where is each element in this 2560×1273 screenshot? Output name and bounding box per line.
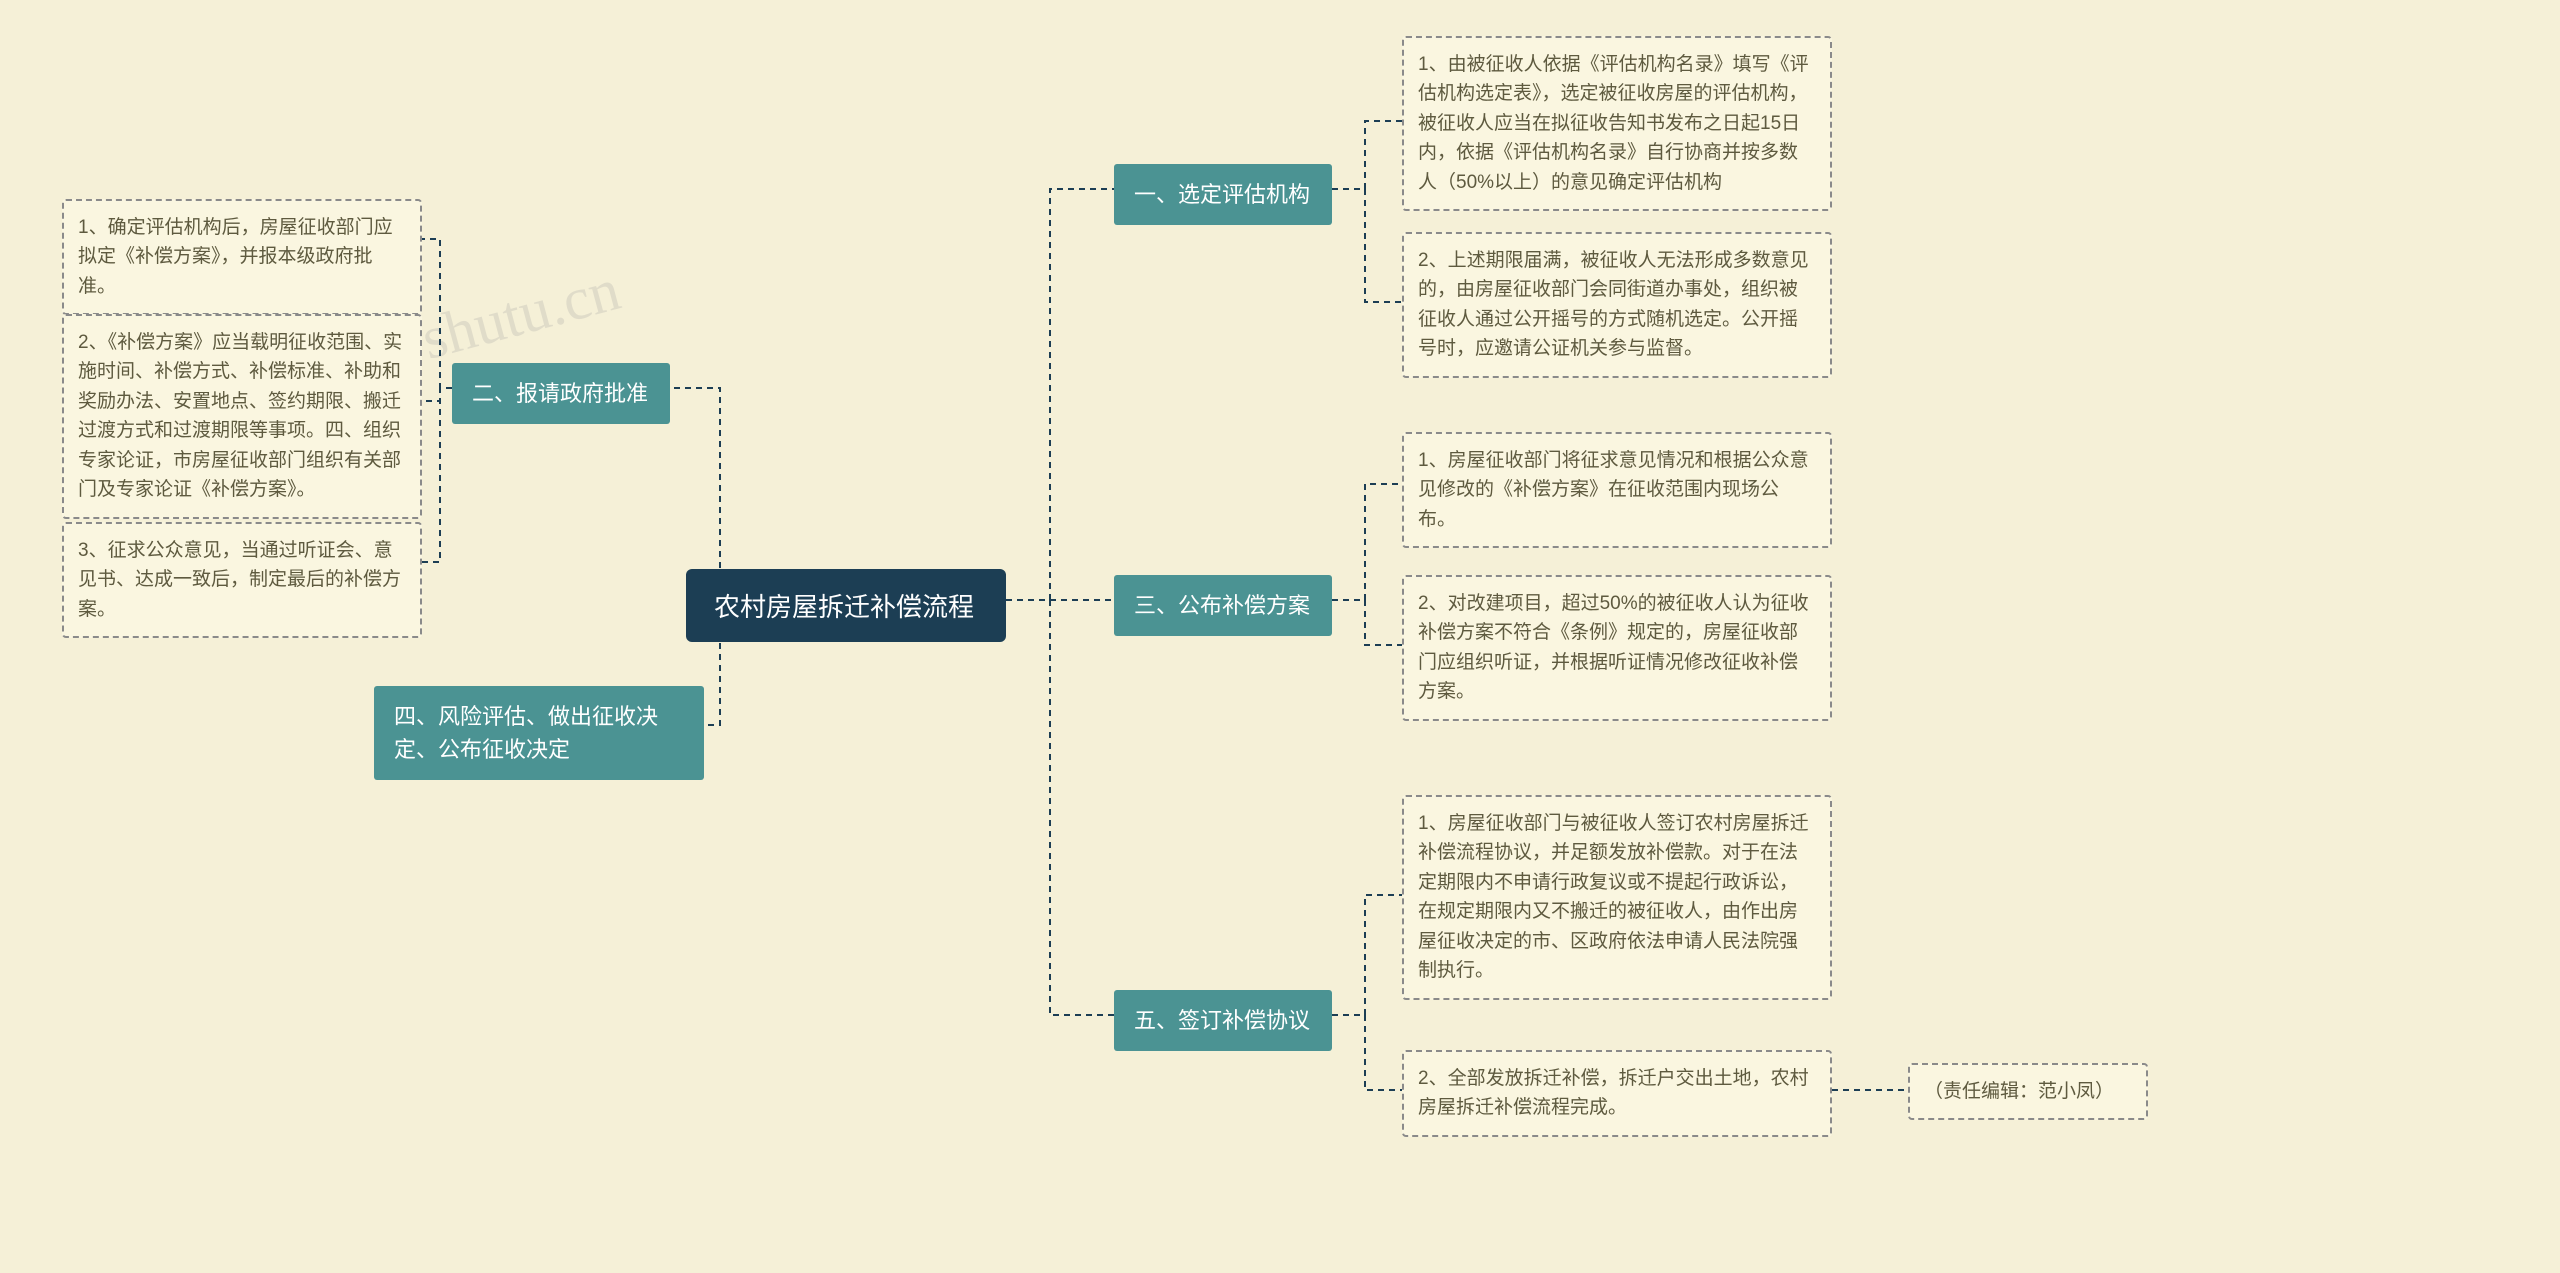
leaf-node[interactable]: 1、房屋征收部门与被征收人签订农村房屋拆迁补偿流程协议，并足额发放补偿款。对于在… bbox=[1402, 795, 1832, 1000]
leaf-node[interactable]: （责任编辑：范小凤） bbox=[1908, 1063, 2148, 1120]
leaf-node[interactable]: 3、征求公众意见，当通过听证会、意见书、达成一致后，制定最后的补偿方案。 bbox=[62, 522, 422, 638]
leaf-node[interactable]: 2、全部发放拆迁补偿，拆迁户交出土地，农村房屋拆迁补偿流程完成。 bbox=[1402, 1050, 1832, 1137]
leaf-node[interactable]: 2、《补偿方案》应当载明征收范围、实施时间、补偿方式、补偿标准、补助和奖励办法、… bbox=[62, 314, 422, 519]
leaf-node[interactable]: 1、确定评估机构后，房屋征收部门应拟定《补偿方案》，并报本级政府批准。 bbox=[62, 199, 422, 315]
branch-node-3[interactable]: 三、公布补偿方案 bbox=[1114, 575, 1332, 636]
root-node[interactable]: 农村房屋拆迁补偿流程 bbox=[686, 569, 1006, 642]
branch-node-5[interactable]: 五、签订补偿协议 bbox=[1114, 990, 1332, 1051]
leaf-node[interactable]: 2、对改建项目，超过50%的被征收人认为征收补偿方案不符合《条例》规定的，房屋征… bbox=[1402, 575, 1832, 721]
watermark: shutu.cn bbox=[415, 255, 628, 374]
leaf-node[interactable]: 1、由被征收人依据《评估机构名录》填写《评估机构选定表》，选定被征收房屋的评估机… bbox=[1402, 36, 1832, 211]
leaf-node[interactable]: 1、房屋征收部门将征求意见情况和根据公众意见修改的《补偿方案》在征收范围内现场公… bbox=[1402, 432, 1832, 548]
leaf-node[interactable]: 2、上述期限届满，被征收人无法形成多数意见的，由房屋征收部门会同街道办事处，组织… bbox=[1402, 232, 1832, 378]
branch-node-4[interactable]: 四、风险评估、做出征收决定、公布征收决定 bbox=[374, 686, 704, 780]
branch-node-2[interactable]: 二、报请政府批准 bbox=[452, 363, 670, 424]
branch-node-1[interactable]: 一、选定评估机构 bbox=[1114, 164, 1332, 225]
